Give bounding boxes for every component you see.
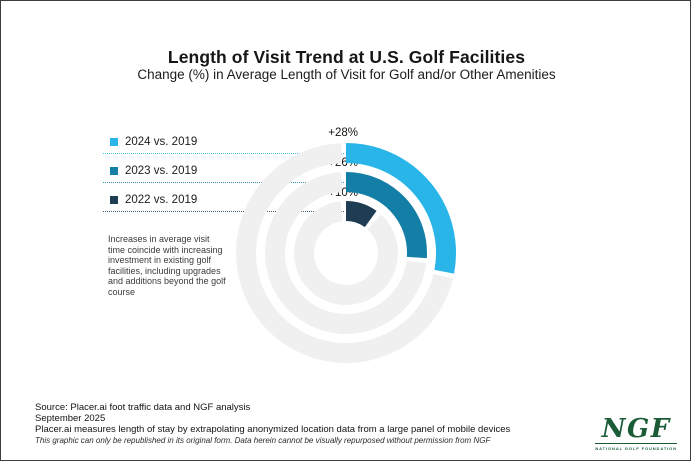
annotation-text: Increases in average visit time coincide… [108, 234, 226, 297]
footer-date: September 2025 [35, 413, 106, 424]
legend-label: 2022 vs. 2019 [125, 194, 198, 206]
legend-swatch [110, 196, 118, 204]
page-title: Length of Visit Trend at U.S. Golf Facil… [167, 47, 526, 67]
legend-item: 2022 vs. 2019 [110, 194, 197, 206]
footer-disclaimer: This graphic can only be republished in … [35, 435, 491, 445]
page-subtitle: Change (%) in Average Length of Visit fo… [137, 67, 556, 82]
ngf-logo-tagline: NATIONAL GOLF FOUNDATION [595, 443, 677, 451]
leader-line [103, 152, 344, 154]
legend-item: 2023 vs. 2019 [110, 165, 197, 177]
legend-label: 2024 vs. 2019 [125, 136, 198, 148]
value-label: +10% [328, 186, 358, 199]
legend-swatch [110, 138, 118, 146]
legend-item: 2024 vs. 2019 [110, 136, 197, 148]
leader-line [103, 181, 344, 183]
legend-swatch [110, 167, 118, 175]
leader-line [103, 210, 344, 212]
footer-method: Placer.ai measures length of stay by ext… [35, 424, 511, 435]
ngf-logo-text: NGF [601, 414, 671, 444]
ngf-logo: NGF NATIONAL GOLF FOUNDATION [595, 416, 677, 451]
legend-label: 2023 vs. 2019 [125, 165, 198, 177]
value-label: +26% [328, 156, 358, 169]
value-label: +28% [328, 127, 358, 139]
footer-source: Source: Placer.ai foot traffic data and … [35, 402, 251, 413]
